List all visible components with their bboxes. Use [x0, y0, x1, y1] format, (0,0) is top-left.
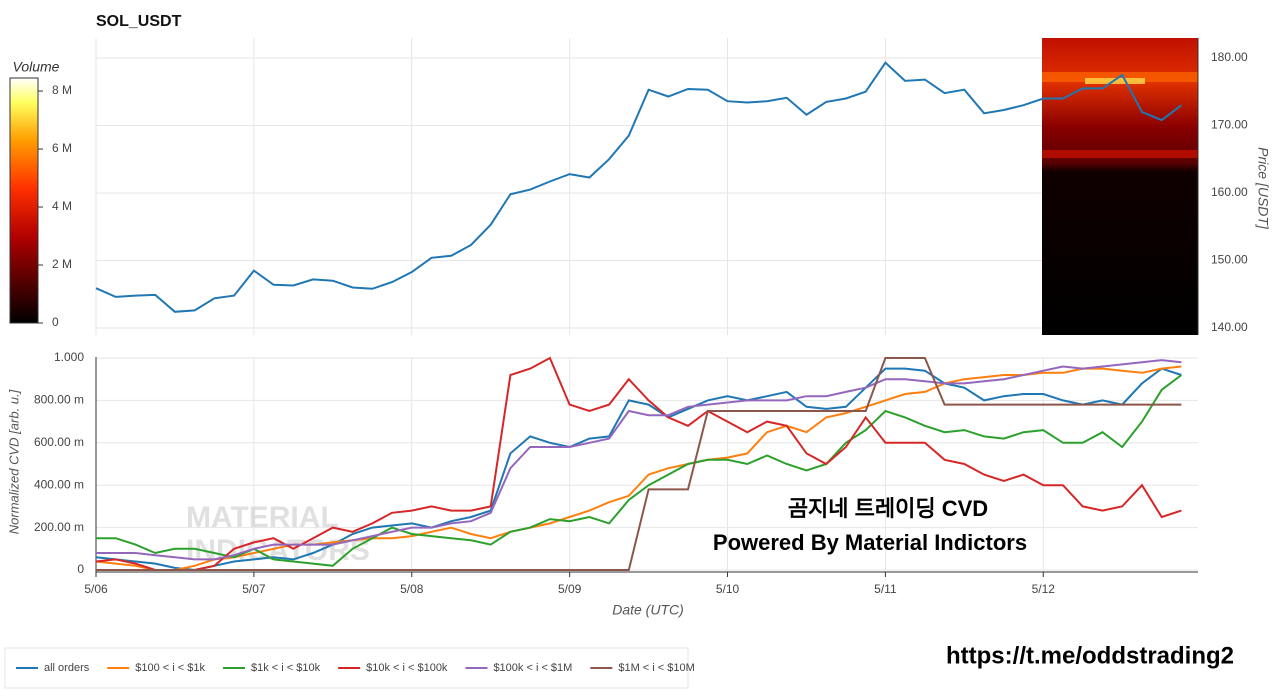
link-text: https://t.me/oddstrading2	[946, 642, 1234, 669]
cvd-line	[95, 356, 1182, 571]
x-axis-label: Date (UTC)	[612, 602, 684, 618]
y-tick-label: 800.00 m	[34, 393, 84, 407]
y-axis-label: Normalized CVD [arb. u.]	[6, 389, 21, 534]
x-tick-label: 5/10	[716, 582, 740, 596]
colorbar-tick-label: 0	[52, 315, 59, 329]
annotation: Powered By Material Indictors	[713, 530, 1027, 555]
cvd-line	[96, 374, 1183, 567]
legend-label: $10k < i < $100k	[366, 662, 448, 674]
legend-label: $1k < i < $10k	[251, 662, 321, 674]
colorbar-tick-label: 4 M	[52, 199, 72, 213]
legend-label: $1M < i < $10M	[618, 662, 694, 674]
colorbar-tick-label: 8 M	[52, 83, 72, 97]
x-tick-label: 5/09	[558, 582, 582, 596]
annotation: 곰지네 트레이딩 CVD	[788, 496, 988, 521]
colorbar-tick-label: 6 M	[52, 141, 72, 155]
colorbar-tick-label: 2 M	[52, 257, 72, 271]
x-tick-label: 5/11	[874, 582, 897, 596]
cvd-line	[96, 357, 1182, 571]
x-tick-label: 5/12	[1032, 582, 1056, 596]
price-line	[95, 61, 1183, 313]
y-tick-label: 0	[77, 562, 84, 576]
y-tick-label: 140.00	[1211, 320, 1248, 334]
x-tick-label: 5/07	[242, 582, 266, 596]
y-tick-label: 200.00 m	[34, 520, 84, 534]
legend-label: all orders	[44, 662, 90, 674]
y-tick-label: 150.00	[1211, 253, 1248, 267]
y-tick-label: 1.000	[54, 350, 84, 364]
y-tick-label: 170.00	[1211, 118, 1248, 132]
y-tick-label: 160.00	[1211, 185, 1248, 199]
colorbar-scale	[9, 77, 39, 324]
colorbar-label: Volume	[13, 59, 60, 75]
legend-label: $100 < i < $1k	[135, 662, 205, 674]
x-tick-label: 5/08	[400, 582, 424, 596]
watermark: MATERIAL	[186, 501, 339, 534]
colorbar	[9, 77, 39, 324]
x-tick-label: 5/06	[84, 582, 108, 596]
chart-title: SOL_USDT	[96, 13, 182, 30]
legend-label: $100k < i < $1M	[493, 662, 572, 674]
y-axis-label: Price [USDT]	[1255, 147, 1271, 230]
cvd-line	[95, 367, 1182, 572]
y-tick-label: 400.00 m	[34, 477, 84, 491]
cvd-line	[96, 359, 1182, 561]
y-tick-label: 180.00	[1211, 50, 1248, 64]
heatmap-cells	[1042, 38, 1198, 335]
heatmap	[1042, 38, 1198, 335]
heatmap-band	[1042, 150, 1198, 158]
cvd-line	[95, 365, 1182, 571]
y-tick-label: 600.00 m	[34, 435, 84, 449]
